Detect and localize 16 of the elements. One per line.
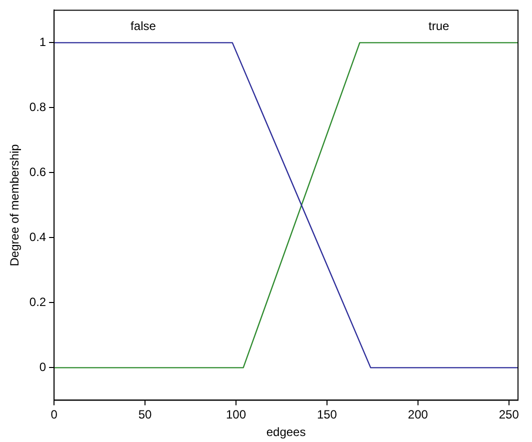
series-label: false <box>130 19 156 34</box>
x-tick-label: 150 <box>316 408 338 422</box>
y-tick-label: 0.8 <box>29 100 46 114</box>
y-tick-label: 0.2 <box>29 295 46 310</box>
x-tick-label: 0 <box>50 408 58 422</box>
y-tick-label: 0.6 <box>29 165 46 180</box>
y-axis-title: Degree of membership <box>8 144 22 266</box>
y-tick-label: 1 <box>39 35 46 50</box>
x-tick-label: 200 <box>408 408 428 422</box>
y-tick-label: 0.4 <box>29 230 46 244</box>
x-tick-label: 100 <box>226 408 246 422</box>
series-label: true <box>428 19 450 34</box>
y-tick-label: 0 <box>39 360 46 374</box>
x-tick-label: 250 <box>498 408 520 422</box>
x-tick-label: 50 <box>138 408 152 422</box>
x-axis-title: edgees <box>266 425 306 440</box>
